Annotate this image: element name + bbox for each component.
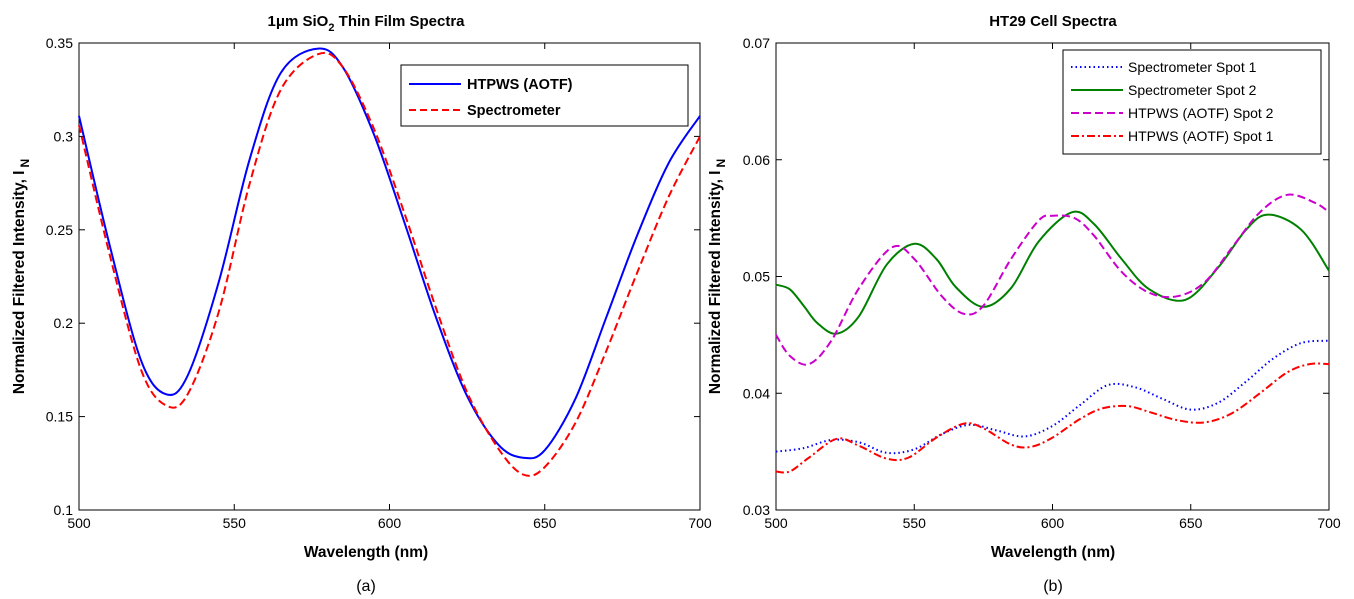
series-line-spectrometer [78,51,701,477]
x-tick-label: 500 [764,515,788,531]
panel-a-series-lines [78,47,701,477]
x-tick-label: 550 [903,515,927,531]
panel-a-x-ticks: 500 550 600 650 700 [67,43,712,531]
panel-b-x-axis-label: Wavelength (nm) [991,544,1115,561]
x-tick-label: 600 [378,515,402,531]
y-tick-label: 0.25 [46,222,73,238]
panel-b-y-ticks: 0.03 0.04 0.05 0.06 0.07 [743,35,1329,518]
panel-a-x-axis-label: Wavelength (nm) [304,544,428,561]
series-line-spectrometer-spot-1 [775,339,1330,455]
series-line-htpws-aotf-spot-2 [775,193,1330,366]
x-tick-label: 650 [533,515,557,531]
y-tick-label: 0.03 [743,502,770,518]
panel-b-x-ticks: 500 550 600 650 700 [764,43,1341,531]
x-tick-label: 600 [1041,515,1065,531]
panel-a-chart: 1μm SiO2 Thin Film Spectra 500 550 600 650 7… [11,13,712,595]
panel-b-y-axis-label: Normalized Filtered Intensity, IN [707,159,728,394]
panel-b-caption-label: (b) [1043,578,1063,595]
y-tick-label: 0.35 [46,35,73,51]
legend-label-htpws-aotf: HTPWS (AOTF) [467,77,573,93]
panel-a-y-ticks: 0.1 0.15 0.2 0.25 0.3 0.35 [46,35,700,518]
panel-b-series-lines [775,193,1330,474]
y-tick-label: 0.07 [743,35,770,51]
y-tick-label: 0.1 [54,502,74,518]
x-tick-label: 700 [688,515,712,531]
legend-label-spectrometer-spot-2: Spectrometer Spot 2 [1128,82,1257,98]
x-tick-label: 550 [223,515,247,531]
y-tick-label: 0.15 [46,409,73,425]
panel-b-title: HT29 Cell Spectra [989,13,1117,30]
y-tick-label: 0.06 [743,152,770,168]
x-tick-label: 650 [1179,515,1203,531]
series-line-htpws-aotf [78,47,701,460]
panel-a-caption-label: (a) [356,578,376,595]
series-line-spectrometer-spot-2 [775,210,1330,335]
panel-b-legend: Spectrometer Spot 1 Spectrometer Spot 2 … [1062,49,1322,155]
legend-label-htpws-spot-2: HTPWS (AOTF) Spot 2 [1128,105,1274,121]
y-tick-label: 0.2 [54,315,74,331]
panel-a-title: 1μm SiO2 Thin Film Spectra [267,13,465,34]
y-tick-label: 0.04 [743,385,770,401]
x-tick-label: 700 [1317,515,1341,531]
panel-a-legend: HTPWS (AOTF) Spectrometer [400,64,689,127]
y-tick-label: 0.05 [743,269,770,285]
x-tick-label: 500 [67,515,91,531]
y-tick-label: 0.3 [54,128,74,144]
legend-label-spectrometer-spot-1: Spectrometer Spot 1 [1128,59,1257,75]
panel-a-y-axis-label: Normalized Filtered Intensity, IN [11,159,32,394]
panel-b-chart: HT29 Cell Spectra 500 550 600 650 700 0.030.… [707,13,1341,595]
panel-a-legend-box [400,64,689,127]
legend-label-spectrometer: Spectrometer [467,103,561,119]
legend-label-htpws-spot-1: HTPWS (AOTF) Spot 1 [1128,128,1274,144]
